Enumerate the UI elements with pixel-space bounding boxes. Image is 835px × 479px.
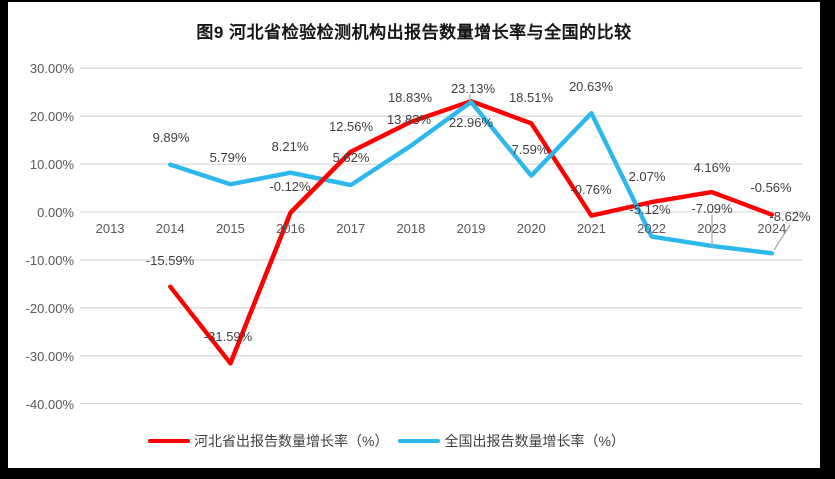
national-series-line xyxy=(168,99,775,256)
data-label: -0.12% xyxy=(269,179,311,194)
x-axis-tick-label: 2024 xyxy=(757,221,787,236)
data-label: -8.62% xyxy=(769,209,811,224)
chart-legend: 河北省出报告数量增长率（%） 全国出报告数量增长率（%） xyxy=(148,431,625,451)
x-axis-tick-label: 2022 xyxy=(637,221,667,236)
x-axis-tick-label: 2019 xyxy=(456,221,486,236)
y-axis-tick-label: -30.00% xyxy=(25,348,74,364)
x-axis-tick-label: 2014 xyxy=(155,221,185,236)
data-label: 13.83% xyxy=(386,112,432,127)
y-axis-tick-label: 20.00% xyxy=(29,109,74,125)
data-label: 18.51% xyxy=(508,90,554,105)
legend-item-national[interactable]: 全国出报告数量增长率（%） xyxy=(398,431,625,451)
x-axis-tick-label: 2016 xyxy=(276,221,306,236)
data-label: 5.79% xyxy=(209,150,247,165)
data-label: -15.59% xyxy=(145,253,195,268)
x-axis-tick-label: 2015 xyxy=(215,221,245,236)
y-axis-tick-label: -10.00% xyxy=(25,252,74,268)
legend-label-hebei: 河北省出报告数量增长率（%） xyxy=(194,433,389,449)
data-label: 2.07% xyxy=(628,169,666,184)
data-label: 9.89% xyxy=(152,130,190,145)
data-label: -0.76% xyxy=(570,182,612,197)
data-label: -5.12% xyxy=(629,202,671,217)
legend-label-national: 全国出报告数量增长率（%） xyxy=(444,433,625,449)
data-label: 4.16% xyxy=(693,160,731,175)
y-axis-tick-label: 30.00% xyxy=(29,61,74,77)
data-label: 23.13% xyxy=(450,81,496,96)
data-label: 18.83% xyxy=(387,90,433,105)
label-leader-line xyxy=(773,224,791,251)
x-axis-tick-label: 2020 xyxy=(516,221,546,236)
y-axis-tick-label: -40.00% xyxy=(25,396,74,412)
data-label: 22.96% xyxy=(448,115,494,130)
x-axis-tick-label: 2021 xyxy=(576,221,606,236)
hebei-line-swatch-icon xyxy=(148,439,190,443)
data-label: 7.59% xyxy=(511,142,549,157)
hebei-series-line-overlay xyxy=(228,149,353,366)
y-axis-tick-label: 10.00% xyxy=(29,157,74,173)
data-label: 5.62% xyxy=(332,150,370,165)
data-label: 20.63% xyxy=(568,79,614,94)
data-label: 12.56% xyxy=(328,119,374,134)
y-axis-tick-label: 0.00% xyxy=(37,205,74,220)
y-axis-tick-label: -20.00% xyxy=(25,300,74,316)
x-axis-tick-label: 2023 xyxy=(697,221,727,236)
data-label: -0.56% xyxy=(750,180,792,195)
x-axis-tick-label: 2017 xyxy=(336,221,366,236)
x-axis-tick-label: 2013 xyxy=(95,221,125,236)
x-axis-tick-label: 2018 xyxy=(396,221,426,236)
data-label: -7.09% xyxy=(691,201,733,216)
chart-background[interactable] xyxy=(8,2,820,468)
national-line-swatch-icon xyxy=(398,439,441,443)
data-label: 8.21% xyxy=(271,139,309,154)
chart-title: 图9 河北省检验检测机构出报告数量增长率与全国的比较 xyxy=(196,23,632,42)
data-label: -31.59% xyxy=(203,329,253,344)
legend-item-hebei[interactable]: 河北省出报告数量增长率（%） xyxy=(148,431,388,451)
